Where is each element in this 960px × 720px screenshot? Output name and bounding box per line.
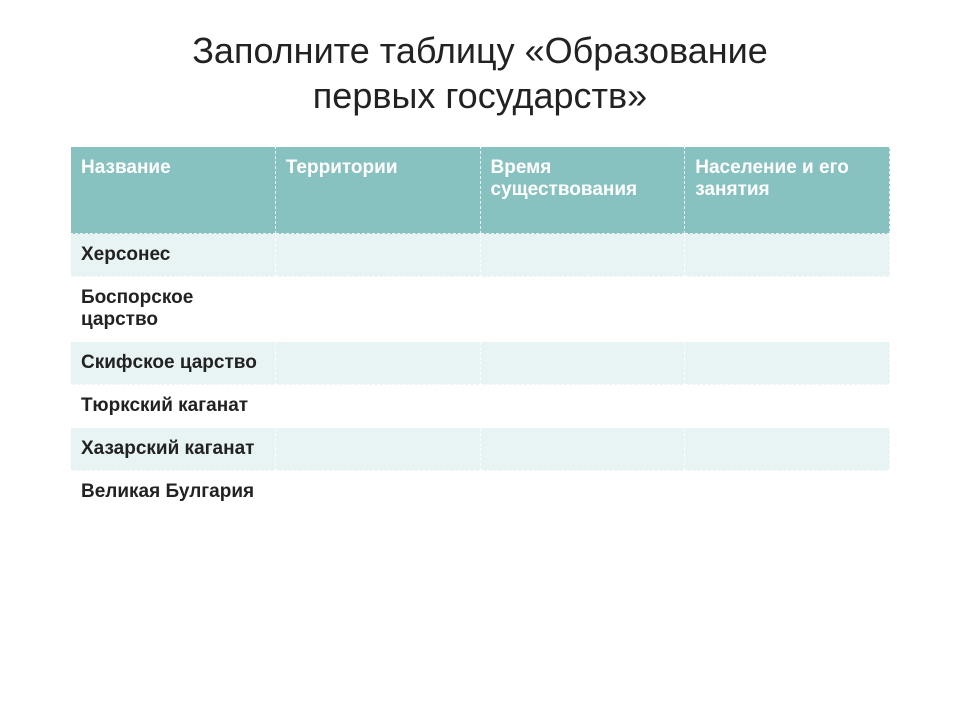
table-row: Великая Булгария: [71, 471, 890, 514]
cell: [275, 385, 480, 428]
cell: [275, 342, 480, 385]
cell: [685, 277, 890, 342]
title-line-2: первых государств»: [313, 75, 647, 116]
cell: [685, 471, 890, 514]
cell: [275, 471, 480, 514]
cell: [480, 385, 685, 428]
col-period: Время существования: [480, 147, 685, 234]
col-name: Название: [71, 147, 276, 234]
slide: Заполните таблицу «Образование первых го…: [0, 0, 960, 720]
row-label: Боспорское царство: [71, 277, 276, 342]
states-table: Название Территории Время существования …: [70, 146, 890, 514]
cell: [685, 428, 890, 471]
cell: [685, 385, 890, 428]
cell: [480, 428, 685, 471]
table-row: Херсонес: [71, 234, 890, 277]
title-line-1: Заполните таблицу «Образование: [192, 30, 768, 71]
row-label: Великая Булгария: [71, 471, 276, 514]
cell: [685, 234, 890, 277]
cell: [480, 277, 685, 342]
table-row: Хазарский каганат: [71, 428, 890, 471]
table-container: Название Территории Время существования …: [70, 146, 890, 514]
col-territory: Территории: [275, 147, 480, 234]
row-label: Хазарский каганат: [71, 428, 276, 471]
cell: [480, 234, 685, 277]
table-row: Тюркский каганат: [71, 385, 890, 428]
cell: [275, 234, 480, 277]
slide-title: Заполните таблицу «Образование первых го…: [60, 28, 900, 118]
row-label: Тюркский каганат: [71, 385, 276, 428]
cell: [480, 342, 685, 385]
col-population: Население и его занятия: [685, 147, 890, 234]
row-label: Скифское царство: [71, 342, 276, 385]
cell: [275, 428, 480, 471]
table-header-row: Название Территории Время существования …: [71, 147, 890, 234]
row-label: Херсонес: [71, 234, 276, 277]
cell: [685, 342, 890, 385]
cell: [275, 277, 480, 342]
table-row: Скифское царство: [71, 342, 890, 385]
cell: [480, 471, 685, 514]
table-row: Боспорское царство: [71, 277, 890, 342]
